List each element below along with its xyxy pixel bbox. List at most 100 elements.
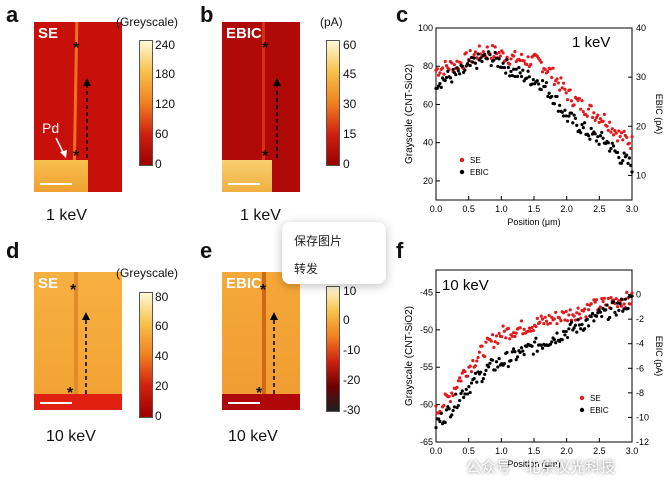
ebic-point [621, 158, 625, 163]
ebic-point [510, 73, 514, 78]
se-point [548, 67, 553, 71]
ebic-point [575, 330, 579, 334]
se-point [614, 131, 618, 135]
x-tick-label: 0.5 [462, 446, 475, 456]
se-point [559, 319, 563, 323]
se-point [550, 315, 554, 319]
star-marker-e-bottom: * [256, 385, 263, 402]
ebic-point [531, 352, 535, 356]
y2-tick-label: 10 [636, 170, 646, 180]
ebic-point [513, 74, 517, 79]
ebic-point [596, 311, 600, 315]
plot-frame [435, 269, 633, 443]
se-point [560, 86, 564, 90]
save-image-menu-item[interactable]: 保存图片 [294, 234, 343, 248]
y-axis-label: Grayscale (CNT-SiO2) [404, 64, 415, 164]
ebic-point [467, 59, 471, 63]
ebic-point [622, 307, 626, 311]
se-point [501, 51, 505, 55]
se-point [440, 66, 445, 70]
se-point [558, 88, 562, 92]
se-point [539, 314, 543, 318]
colorbar-b-unit: (pA) [320, 15, 343, 29]
se-point [489, 339, 493, 343]
ebic-point [487, 365, 491, 369]
colorbar-b-tick: 30 [343, 97, 357, 111]
energy-annotation: 1 keV [572, 34, 610, 51]
se-point [458, 376, 462, 380]
ebic-point [472, 56, 476, 60]
ebic-point [625, 153, 629, 157]
se-point [601, 119, 605, 123]
se-point [484, 340, 488, 344]
ebic-point [459, 391, 463, 396]
panel-letter-c: c [396, 2, 409, 27]
x-tick-label: 2.5 [593, 204, 606, 214]
ebic-point [458, 398, 462, 403]
ebic-point [583, 121, 587, 125]
ebic-point [627, 156, 631, 160]
x-tick-label: 2.0 [560, 446, 573, 456]
energy-label-a: 1 keV [46, 207, 87, 224]
se-point [630, 135, 634, 139]
ebic-point [467, 384, 471, 389]
se-point [590, 115, 595, 120]
ebic-point [576, 318, 580, 322]
star-marker-e-top: * [260, 282, 267, 299]
ebic-point [611, 300, 616, 304]
se-point [521, 332, 525, 336]
se-point [619, 304, 624, 308]
ebic-point [519, 74, 524, 79]
colorbar-b [326, 40, 340, 166]
ebic-point [594, 139, 599, 143]
colorbar-e-tick: -30 [343, 403, 361, 417]
ebic-point [475, 380, 479, 384]
ebic-point [494, 360, 499, 364]
legend-marker-se [459, 157, 465, 163]
ebic-point [561, 329, 566, 334]
ebic-point [454, 392, 458, 396]
se-point [509, 57, 513, 61]
forward-menu-item[interactable]: 转发 [294, 262, 319, 276]
se-point [585, 114, 589, 118]
ebic-point [435, 86, 439, 90]
colorbar-a-unit: (Greyscale) [116, 15, 179, 29]
ebic-point [518, 350, 522, 354]
ebic-point [517, 65, 521, 70]
se-point [434, 404, 438, 408]
star-marker-b-top: * [262, 40, 269, 57]
ebic-point [505, 350, 509, 355]
ebic-point [438, 82, 442, 86]
se-point [508, 62, 512, 66]
ebic-point [560, 110, 564, 114]
ebic-point [585, 317, 589, 321]
se-point [490, 333, 495, 337]
ebic-point [514, 358, 518, 362]
se-image-1kev [34, 22, 122, 192]
colorbar-e-tick: -10 [343, 343, 361, 357]
ebic-point [504, 71, 508, 75]
se-point [539, 60, 543, 64]
x-tick-label: 3.0 [626, 446, 639, 456]
energy-annotation: 10 keV [442, 277, 489, 294]
se-point [554, 310, 558, 314]
ebic-point [494, 56, 499, 60]
se-point [518, 58, 522, 62]
se-point [468, 364, 472, 368]
ebic-point [469, 381, 474, 385]
ebic-point [450, 80, 454, 84]
ebic-point [605, 303, 609, 307]
ebic-point [537, 82, 541, 86]
se-point [479, 52, 483, 56]
se-point [565, 97, 570, 102]
se-point [615, 139, 620, 143]
se-point [493, 340, 497, 344]
ebic-label-e: EBIC [226, 275, 262, 292]
ebic-point [514, 67, 518, 71]
se-point [444, 63, 449, 68]
ebic-point [598, 310, 603, 314]
ebic-point [560, 338, 564, 342]
ebic-point [609, 306, 613, 311]
se-point [546, 322, 550, 326]
se-point [605, 124, 609, 128]
